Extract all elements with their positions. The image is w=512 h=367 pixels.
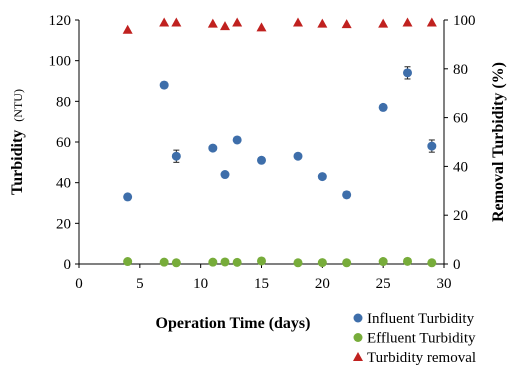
legend-marker [353, 333, 363, 342]
y-axis-unit: (NTU) [11, 89, 25, 122]
data-point [220, 21, 230, 31]
data-point [232, 135, 242, 145]
data-point [257, 256, 266, 266]
legend-label: Effluent Turbidity [367, 331, 476, 347]
y-tick-label: 80 [56, 94, 71, 110]
data-point [293, 258, 303, 268]
x-tick-label: 15 [254, 276, 269, 292]
data-point [293, 151, 303, 161]
x-tick-label: 20 [315, 276, 330, 292]
data-point [220, 170, 230, 180]
data-point [317, 18, 328, 28]
data-point [207, 18, 218, 28]
x-axis-title: Operation Time (days) [156, 315, 311, 332]
data-point [402, 17, 413, 27]
series-effluent-turbidity [123, 256, 437, 268]
data-point [378, 102, 388, 112]
data-point [342, 190, 352, 200]
data-point [123, 257, 133, 267]
y-tick-label: 100 [49, 54, 72, 70]
y-tick-label: 60 [56, 135, 71, 151]
data-point [159, 257, 169, 267]
legend-label: Turbidity removal [367, 350, 476, 366]
x-tick-label: 10 [193, 276, 208, 292]
x-tick-label: 25 [376, 276, 391, 292]
y-tick-label: 40 [56, 176, 71, 192]
y-tick-label: 120 [49, 13, 72, 29]
data-point [171, 258, 181, 268]
x-tick-label: 5 [136, 276, 144, 292]
data-point [220, 257, 230, 267]
data-point [317, 172, 327, 182]
data-point [341, 19, 352, 29]
data-point [378, 257, 388, 267]
x-tick-label: 30 [437, 276, 452, 292]
y2-axis-title-group: Removal Turbidity (%) [490, 62, 507, 222]
data-point [208, 143, 218, 153]
data-point [208, 257, 218, 267]
y2-tick-label: 40 [453, 159, 468, 175]
y-tick-label: 20 [56, 216, 71, 232]
legend-item: Effluent Turbidity [353, 331, 476, 347]
y-tick-label: 0 [64, 257, 72, 273]
data-point [256, 22, 267, 32]
series-influent-turbidity [123, 66, 437, 202]
legend-label: Influent Turbidity [367, 311, 475, 327]
svg-text:Turbidity (NTU): Turbidity (NTU) [9, 89, 26, 195]
data-point [171, 151, 181, 161]
data-point [403, 256, 412, 266]
data-marks [122, 17, 437, 268]
y2-axis-title: Removal Turbidity (%) [490, 62, 507, 222]
series-turbidity-removal [122, 17, 437, 34]
data-point [232, 257, 242, 267]
legend: Influent Turbidity Effluent Turbidity Turb… [353, 311, 476, 366]
data-point [426, 17, 437, 27]
legend-item: Influent Turbidity [353, 311, 475, 327]
data-point [159, 80, 169, 90]
data-point [257, 155, 266, 165]
data-point [427, 141, 437, 151]
legend-item: Turbidity removal [353, 350, 476, 366]
data-point [342, 258, 352, 268]
legend-marker [353, 313, 363, 323]
data-point [159, 17, 170, 27]
data-point [317, 258, 327, 268]
legend-marker [353, 352, 363, 361]
y2-tick-label: 0 [453, 257, 461, 273]
data-point [378, 18, 389, 28]
data-point [232, 17, 243, 27]
y2-tick-label: 100 [453, 13, 476, 29]
data-point [122, 24, 133, 34]
data-point [171, 17, 182, 27]
data-point [403, 68, 412, 78]
data-point [123, 192, 133, 202]
y2-tick-label: 20 [453, 208, 468, 224]
x-tick-label: 0 [75, 276, 83, 292]
data-point [293, 17, 303, 27]
y-axis-title-group: Turbidity (NTU) [9, 89, 26, 195]
data-point [427, 258, 437, 268]
y-axis-title: Turbidity [9, 130, 26, 195]
y2-tick-label: 60 [453, 111, 468, 127]
y2-tick-label: 80 [453, 62, 468, 78]
